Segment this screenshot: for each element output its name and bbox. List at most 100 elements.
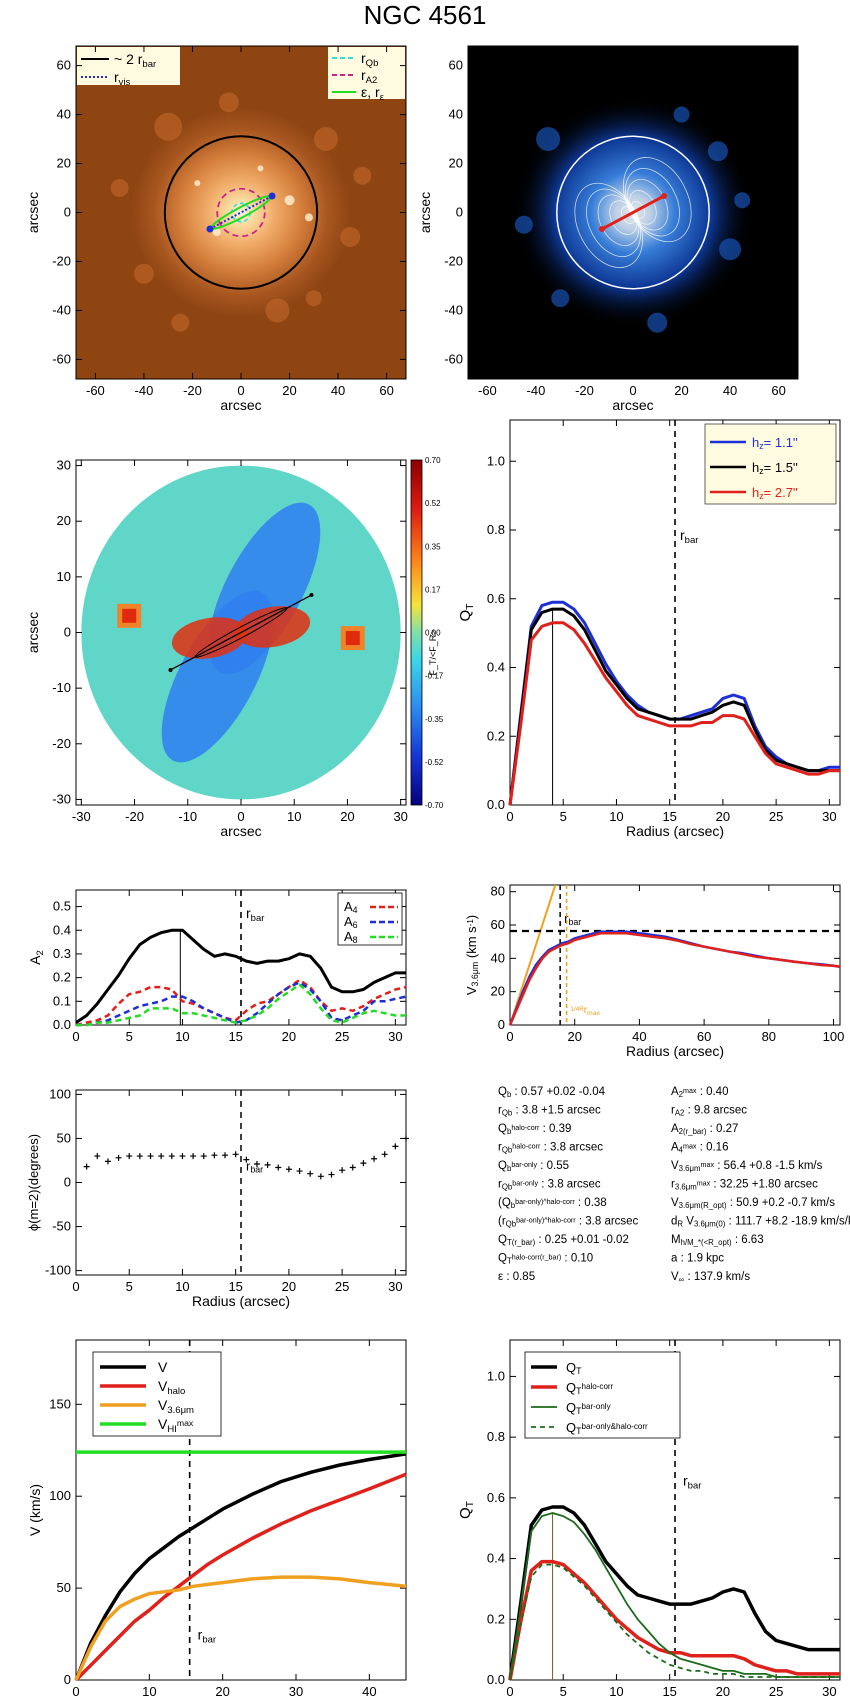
blue-clump [514,215,533,234]
param-left-10: ε : 0.85 [498,1271,535,1283]
panel-v36-rotation: 0 20 40 60 80 100 0 20 40 60 80 Radius (arcsec) V3.6… [464,884,844,1059]
y-tick-label: 150 [49,1396,71,1411]
phase-point [264,1161,271,1168]
phase-point [243,1156,250,1163]
bar-endpoint [309,593,314,598]
colorbar [410,459,423,806]
y-axis-label: V3.6μm (km s-1) [464,915,480,995]
x-tick-label: 10 [175,1029,189,1044]
legend-label: hz= 1.5'' [752,460,798,476]
y-tick-label: 0.2 [487,728,505,743]
x-tick-label: 20 [282,383,296,398]
legend-label: rQb [361,50,378,69]
x-tick-label: 30 [822,809,836,824]
y-tick-label: 40 [449,107,463,122]
phase-point [179,1153,186,1160]
qt-series-line [508,621,840,806]
y-tick-label: -30 [52,791,71,806]
blue-clump [647,312,668,333]
x-tick-label: -40 [135,383,154,398]
phase-point [339,1167,346,1174]
param-right-4: V3.6μmmax : 56.4 +0.8 -1.5 km/s [671,1160,823,1173]
phase-point [136,1153,143,1160]
outer-lobe-core [345,631,360,646]
y-tick-label: 0.8 [487,1429,505,1444]
galaxy-clump [154,112,183,141]
legend-label: QTbar-only [566,1400,611,1416]
x-tick-label: 100 [823,1029,845,1044]
rbar-label: rbar [198,1627,217,1646]
galaxy-clump [353,166,372,185]
y-tick-label: 10 [57,569,71,584]
x-tick-label: 0 [506,1029,513,1044]
param-left-5: rQbbar-only : 3.8 arcsec [498,1179,601,1192]
legend-label: QT [566,1360,582,1376]
x-tick-label: 20 [567,1029,581,1044]
x-tick-label: 5 [126,1029,133,1044]
galaxy-clump [340,226,361,247]
blue-clump [536,127,561,152]
x-tick-label: 15 [662,1684,676,1699]
x-tick-label: 0 [237,383,244,398]
legend-box-right [328,47,405,99]
legend-label: ~ 2 rbar [114,51,157,70]
y-tick-label: -10 [52,680,71,695]
y-tick-label: -20 [52,253,71,268]
legend-label: rA2 [361,67,377,86]
parameter-table: Qb : 0.57 +0.02 -0.04 rQb : 3.8 +1.5 arcs… [498,1086,850,1284]
x-tick-label: -40 [527,383,546,398]
panel-force-ratio-map: -30 -20 -10 0 10 20 30 -30 -20 -10 0 10 20 30 arcsec ar… [25,456,444,839]
y-tick-label: -60 [52,351,71,366]
plot-frame [509,884,841,1026]
x-tick-label: 20 [340,809,354,824]
y-tick-label: 20 [57,513,71,528]
param-right-8: Mh/M_*(<R_opt) : 6.63 [671,1234,764,1247]
colorbar-tick-label: 0.35 [425,542,441,551]
x-tick-label: 5 [560,1684,567,1699]
y-tick-label: 0 [64,205,71,220]
y-tick-label: 1.0 [487,1368,505,1383]
outer-lobe-core [122,608,137,623]
qt-decomp-series-line [509,1563,840,1681]
a2-series-line [75,978,407,1027]
param-right-10: V∞ : 137.9 km/s [671,1271,750,1284]
rbar-label: rbar [680,527,699,546]
legend-label: ε, rε [361,84,385,103]
x-tick-label: 15 [662,809,676,824]
y-tick-label: 1.0 [487,453,505,468]
x-tick-label: 25 [335,1279,349,1294]
y-tick-label: 50 [57,1580,71,1595]
x-tick-label: 20 [282,1029,296,1044]
x-tick-label: -20 [575,383,594,398]
panel-phase: 0 5 10 15 20 25 30 -100 -50 0 50 100 Radius (arcsec)… [26,1086,409,1309]
y-tick-label: 0 [64,1175,71,1190]
x-tick-label: -10 [178,809,197,824]
phase-point [360,1160,367,1167]
figure-title: NGC 4561 [363,0,487,30]
y-tick-label: 0.8 [487,522,505,537]
bar-endpoint [598,226,605,233]
phase-point [222,1152,229,1159]
y-tick-label: -20 [444,253,463,268]
y-tick-label: -60 [444,351,463,366]
x-tick-label: -30 [72,809,91,824]
colorbar-tick-label: -0.17 [425,672,444,681]
legend-label: VHImax [158,1416,194,1435]
param-left-1: rQb : 3.8 +1.5 arcsec [498,1105,601,1118]
legend-label: A4 [344,899,358,915]
phase-point [232,1151,239,1158]
y-tick-label: -40 [444,302,463,317]
bright-knot [284,195,295,206]
y-tick-label: 0.0 [487,797,505,812]
phase-point [83,1163,90,1170]
phase-point [371,1155,378,1162]
y-tick-label: 60 [449,58,463,73]
x-tick-label: 30 [289,1684,303,1699]
colorbar-title: F_T/<F_R> [428,629,438,675]
galaxy-clump [171,313,190,332]
panel-force-image: -60 -40 -20 0 20 40 60 -60 -40 -20 0 20 40 60 arcsec ar… [417,45,799,413]
phase-point [392,1143,399,1150]
legend-label: A6 [344,914,358,930]
blue-clump [719,238,742,261]
